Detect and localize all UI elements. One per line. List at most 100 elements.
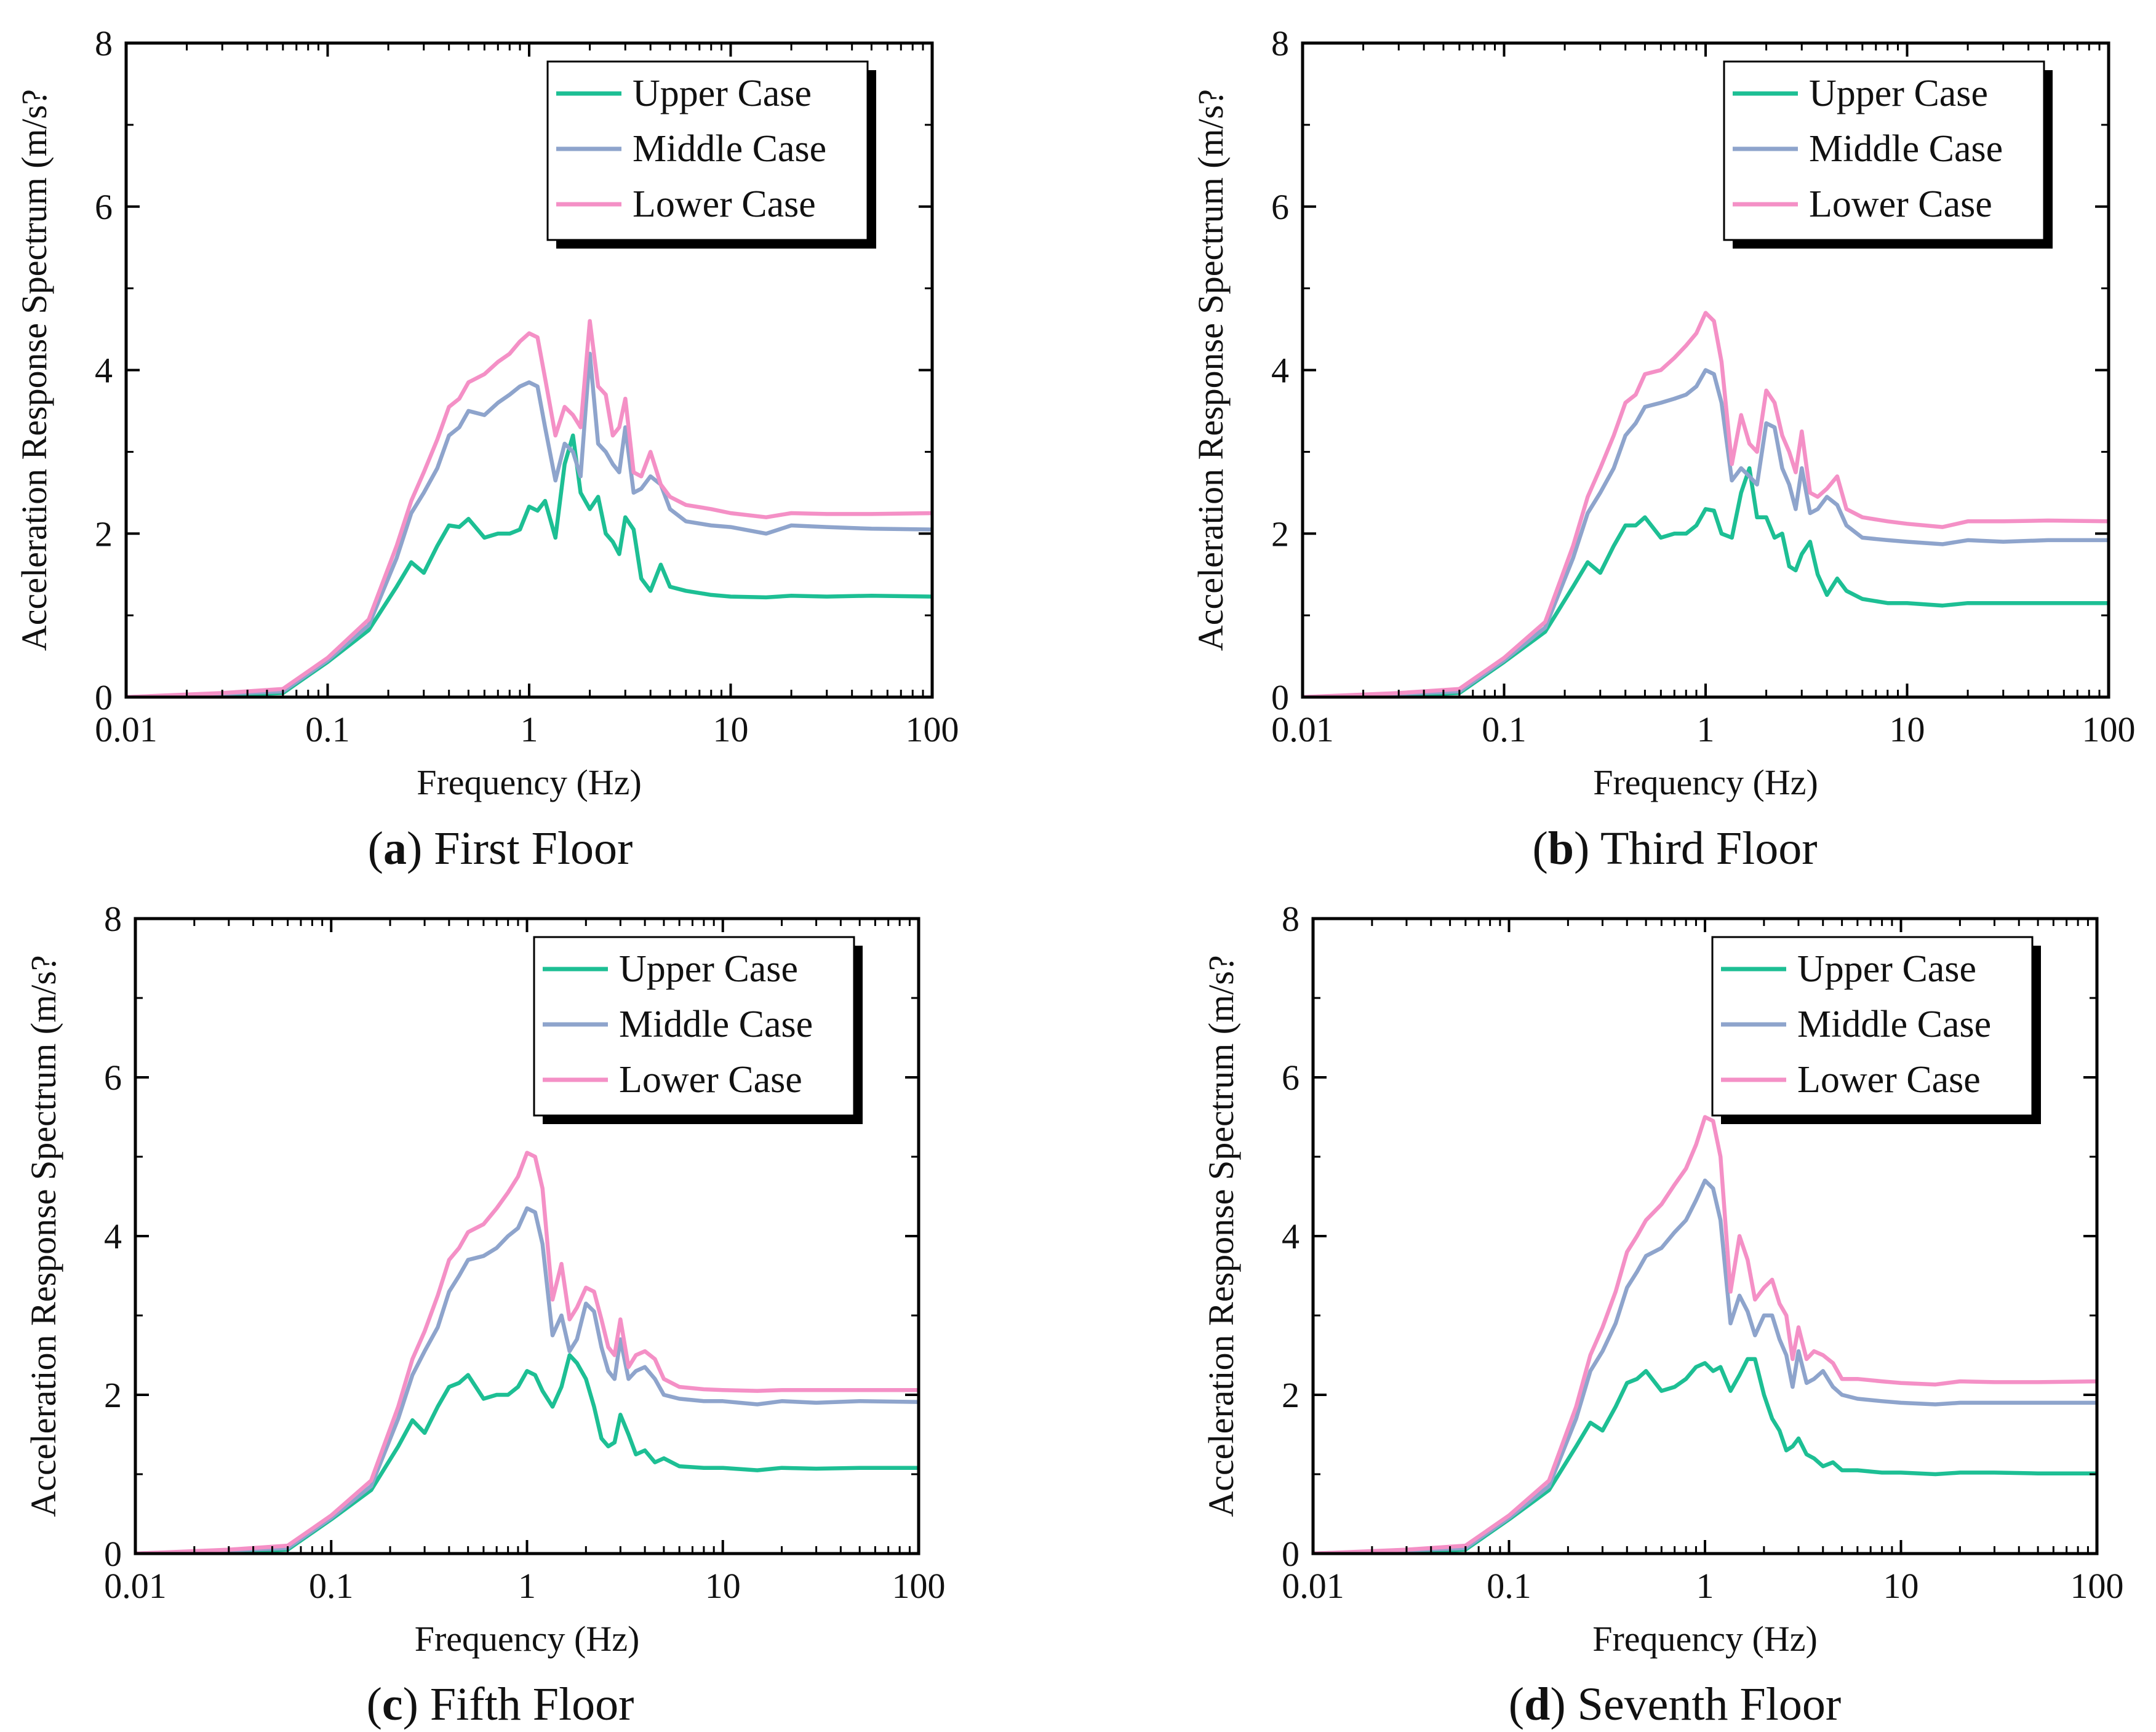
y-tick-label: 2 bbox=[95, 514, 113, 554]
x-tick-label: 100 bbox=[892, 1566, 946, 1606]
y-tick-label: 4 bbox=[95, 351, 113, 391]
y-tick-label: 6 bbox=[95, 187, 113, 227]
y-tick-label: 0 bbox=[104, 1534, 122, 1574]
caption-title: First Floor bbox=[434, 823, 633, 874]
x-tick-label: 0.01 bbox=[1282, 1566, 1344, 1606]
x-tick-label: 1 bbox=[518, 1566, 536, 1606]
x-tick-label: 1 bbox=[521, 709, 538, 749]
caption-paren-close: ) bbox=[403, 1678, 430, 1730]
x-tick-label: 100 bbox=[906, 709, 959, 749]
caption-paren-open: ( bbox=[367, 1678, 382, 1730]
caption-paren-close: ) bbox=[407, 823, 434, 874]
series-group bbox=[1303, 311, 2109, 697]
y-axis-title: Acceleration Response Spectrum (m/s? bbox=[1201, 955, 1241, 1517]
x-axis-title: Frequency (Hz) bbox=[417, 762, 642, 802]
legend-label: Lower Case bbox=[633, 183, 816, 225]
x-tick-label: 0.1 bbox=[305, 709, 350, 749]
series-line-lower-case bbox=[1303, 311, 2109, 697]
x-tick-label: 1 bbox=[1697, 709, 1715, 749]
chart-panel-d: 0.01 0.1 1 10 100 0 2 4 6 8 Frequency (Hz) Accelera… bbox=[1201, 899, 2124, 1730]
x-tick-label: 100 bbox=[2070, 1566, 2124, 1606]
caption-letter: b bbox=[1548, 823, 1574, 874]
x-tick-label: 10 bbox=[1890, 709, 1925, 749]
legend-label: Upper Case bbox=[619, 948, 798, 990]
y-tick-label: 6 bbox=[1282, 1058, 1300, 1098]
panel-caption: (a) First Floor bbox=[368, 823, 633, 874]
y-tick-label: 2 bbox=[1282, 1375, 1300, 1415]
series-line-upper-case bbox=[135, 1353, 919, 1554]
series-line-upper-case bbox=[1313, 1357, 2097, 1554]
caption-paren-open: ( bbox=[1509, 1678, 1524, 1730]
caption-title: Seventh Floor bbox=[1578, 1678, 1842, 1730]
caption-letter: d bbox=[1524, 1678, 1550, 1730]
y-axis-title: Acceleration Response Spectrum (m/s? bbox=[14, 89, 54, 651]
chart-panel-a: 0.01 0.1 1 10 100 0 2 4 6 8 Frequency (Hz) Accelera… bbox=[14, 23, 959, 874]
x-tick-label: 0.01 bbox=[1271, 709, 1334, 749]
y-tick-label: 0 bbox=[1271, 677, 1289, 717]
series-line-lower-case bbox=[1313, 1115, 2097, 1554]
x-axis-title: Frequency (Hz) bbox=[1593, 762, 1818, 802]
panel-caption: (b) Third Floor bbox=[1532, 823, 1817, 874]
series-line-middle-case bbox=[135, 1206, 919, 1554]
chart-panel-b: 0.01 0.1 1 10 100 0 2 4 6 8 Frequency (Hz) Accelera… bbox=[1191, 23, 2136, 874]
legend: Upper Case Middle Case Lower Case bbox=[1711, 936, 2041, 1124]
x-tick-label: 0.1 bbox=[1487, 1566, 1531, 1606]
caption-title: Third Floor bbox=[1600, 823, 1818, 874]
x-axis-title: Frequency (Hz) bbox=[415, 1619, 640, 1659]
y-tick-label: 8 bbox=[1282, 899, 1300, 939]
legend-label: Lower Case bbox=[619, 1059, 802, 1101]
y-tick-label: 0 bbox=[1282, 1534, 1300, 1574]
panel-caption: (d) Seventh Floor bbox=[1509, 1678, 1841, 1730]
legend-label: Lower Case bbox=[1797, 1059, 1981, 1101]
x-tick-label: 10 bbox=[713, 709, 749, 749]
x-axis-title: Frequency (Hz) bbox=[1592, 1619, 1818, 1659]
caption-paren-close: ) bbox=[1574, 823, 1600, 874]
y-tick-label: 2 bbox=[1271, 514, 1289, 554]
series-group bbox=[135, 1151, 919, 1554]
y-tick-label: 4 bbox=[1271, 351, 1289, 391]
legend-label: Middle Case bbox=[1797, 1004, 1991, 1045]
legend: Upper Case Middle Case Lower Case bbox=[1723, 60, 2053, 249]
series-line-upper-case bbox=[1303, 466, 2109, 697]
legend-label: Upper Case bbox=[633, 73, 812, 114]
series-line-middle-case bbox=[1303, 368, 2109, 697]
legend-label: Upper Case bbox=[1809, 73, 1988, 114]
y-tick-label: 8 bbox=[95, 23, 113, 63]
y-tick-label: 8 bbox=[1271, 23, 1289, 63]
series-line-lower-case bbox=[135, 1151, 919, 1554]
legend-label: Upper Case bbox=[1797, 948, 1976, 990]
series-line-middle-case bbox=[126, 351, 932, 697]
x-tick-label: 0.1 bbox=[309, 1566, 354, 1606]
y-tick-label: 6 bbox=[104, 1058, 122, 1098]
caption-paren-open: ( bbox=[1532, 823, 1547, 874]
legend: Upper Case Middle Case Lower Case bbox=[533, 936, 863, 1124]
y-tick-label: 2 bbox=[104, 1375, 122, 1415]
series-group bbox=[1313, 1115, 2097, 1554]
legend-label: Middle Case bbox=[633, 128, 826, 170]
x-tick-label: 0.1 bbox=[1482, 709, 1527, 749]
x-tick-label: 0.01 bbox=[104, 1566, 167, 1606]
x-tick-label: 0.01 bbox=[95, 709, 158, 749]
caption-title: Fifth Floor bbox=[430, 1678, 634, 1730]
legend-label: Middle Case bbox=[1809, 128, 2003, 170]
caption-paren-open: ( bbox=[368, 823, 383, 874]
series-line-lower-case bbox=[126, 319, 932, 697]
series-group bbox=[126, 319, 932, 697]
series-line-upper-case bbox=[126, 433, 932, 697]
y-axis-title: Acceleration Response Spectrum (m/s? bbox=[23, 955, 63, 1517]
legend-label: Middle Case bbox=[619, 1004, 813, 1045]
caption-paren-close: ) bbox=[1550, 1678, 1577, 1730]
y-tick-label: 4 bbox=[104, 1216, 122, 1256]
chart-panel-c: 0.01 0.1 1 10 100 0 2 4 6 8 Frequency (Hz) Accelera… bbox=[23, 899, 946, 1730]
y-tick-label: 0 bbox=[95, 677, 113, 717]
x-tick-label: 10 bbox=[1883, 1566, 1919, 1606]
legend: Upper Case Middle Case Lower Case bbox=[546, 60, 876, 249]
panel-caption: (c) Fifth Floor bbox=[367, 1678, 634, 1730]
y-tick-label: 6 bbox=[1271, 187, 1289, 227]
x-tick-label: 10 bbox=[705, 1566, 741, 1606]
x-tick-label: 1 bbox=[1696, 1566, 1714, 1606]
caption-letter: a bbox=[383, 823, 407, 874]
caption-letter: c bbox=[382, 1678, 403, 1730]
series-line-middle-case bbox=[1313, 1178, 2097, 1554]
